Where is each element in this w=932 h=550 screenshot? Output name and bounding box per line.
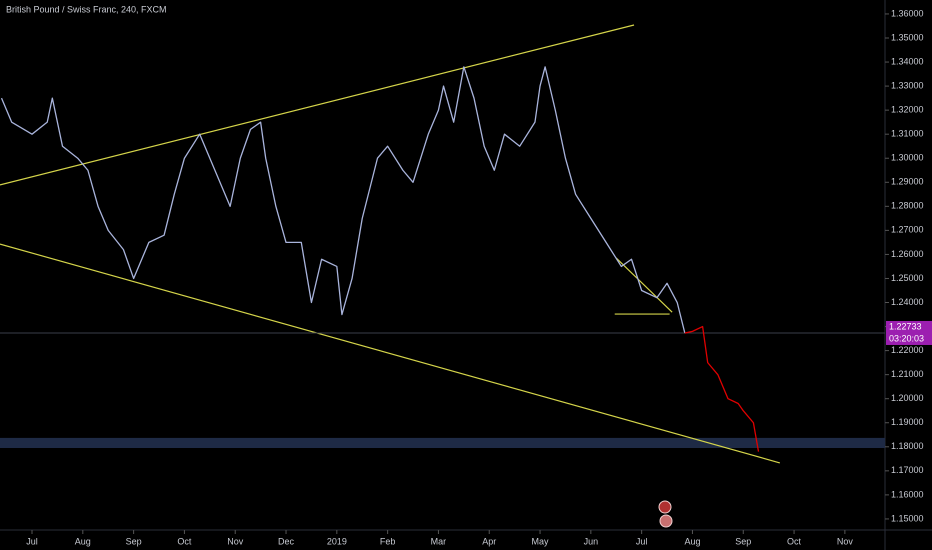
y-tick-label: 1.32000 — [891, 105, 924, 115]
x-tick-label: Oct — [177, 536, 192, 546]
y-tick-label: 1.18000 — [891, 441, 924, 451]
y-tick-label: 1.21000 — [891, 369, 924, 379]
y-tick-label: 1.29000 — [891, 177, 924, 187]
y-tick-label: 1.24000 — [891, 297, 924, 307]
y-tick-label: 1.30000 — [891, 153, 924, 163]
chart-title: British Pound / Swiss Franc, 240, FXCM — [6, 4, 167, 14]
event-icon[interactable] — [658, 500, 672, 514]
countdown-label: 03:20:03 — [889, 333, 924, 343]
x-tick-label: Nov — [227, 536, 244, 546]
x-tick-label: Jul — [26, 536, 38, 546]
y-tick-label: 1.31000 — [891, 129, 924, 139]
y-tick-label: 1.33000 — [891, 80, 924, 90]
x-tick-label: Sep — [126, 536, 142, 546]
x-tick-label: Jul — [636, 536, 648, 546]
y-tick-label: 1.26000 — [891, 249, 924, 259]
y-tick-label: 1.35000 — [891, 32, 924, 42]
x-tick-label: Jun — [584, 536, 599, 546]
x-tick-label: Oct — [787, 536, 802, 546]
y-tick-label: 1.36000 — [891, 8, 924, 18]
trend-line — [0, 243, 780, 464]
x-tick-label: Aug — [684, 536, 700, 546]
trend-line — [0, 24, 635, 186]
y-tick-label: 1.28000 — [891, 201, 924, 211]
y-tick-label: 1.20000 — [891, 393, 924, 403]
y-tick-label: 1.19000 — [891, 417, 924, 427]
last-price-label: 1.22733 — [889, 321, 922, 331]
y-tick-label: 1.22000 — [891, 345, 924, 355]
y-tick-label: 1.34000 — [891, 56, 924, 66]
y-tick-label: 1.16000 — [891, 489, 924, 499]
x-tick-label: Nov — [837, 536, 854, 546]
x-tick-label: Mar — [431, 536, 447, 546]
y-tick-label: 1.25000 — [891, 273, 924, 283]
price-line — [0, 66, 686, 334]
x-tick-label: Dec — [278, 536, 295, 546]
trend-line — [615, 257, 673, 313]
y-tick-label: 1.17000 — [891, 465, 924, 475]
support-zone — [0, 437, 885, 448]
last-price-box — [886, 320, 932, 345]
x-tick-label: Apr — [482, 536, 496, 546]
x-tick-label: Sep — [735, 536, 751, 546]
x-tick-label: Feb — [380, 536, 396, 546]
event-icon[interactable] — [659, 514, 673, 528]
x-tick-label: Aug — [75, 536, 91, 546]
y-tick-label: 1.27000 — [891, 225, 924, 235]
x-tick-label: May — [532, 536, 550, 546]
x-tick-label: 2019 — [327, 536, 347, 546]
price-line — [684, 325, 760, 452]
y-tick-label: 1.15000 — [891, 513, 924, 523]
